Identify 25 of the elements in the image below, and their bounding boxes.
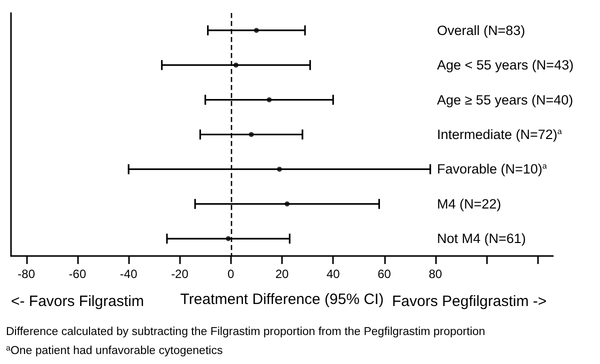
text: <- Favors Filgrastim [11,293,144,310]
x-tick-label: 40 [326,267,340,281]
y-tick-label: Age < 55 years (N=43) [437,58,574,73]
text: Favors Pegfilgrastim -> [392,293,547,310]
y-tick-label: Not M4 (N=61) [437,231,526,246]
y-tick-label: M4 (N=22) [437,196,502,212]
x-tick-label: -60 [68,267,86,281]
y-tick-label: Age ≥ 55 years (N=40) [437,92,574,108]
x-tick-label: -80 [18,267,36,281]
x-tick-label: 20 [275,267,289,281]
x-tick-label: 80 [428,267,442,281]
point [226,236,231,242]
x-tick-label: 0 [228,267,235,281]
x-axis-title: Treatment Difference (95% CI) [180,291,384,308]
x-tick-label: -20 [171,267,189,281]
y-tick-label: Overall (N=83) [437,22,526,38]
point [276,166,282,172]
text: Difference calculated by subtracting the Filgrastim proportion from the Pegfilgrastim proportion [6,326,486,338]
point [284,201,290,206]
point [254,28,259,33]
point [233,62,238,68]
x-tick-label: -40 [120,267,138,281]
point [248,132,254,137]
point [266,97,272,102]
x-tick-label: 60 [378,267,392,281]
